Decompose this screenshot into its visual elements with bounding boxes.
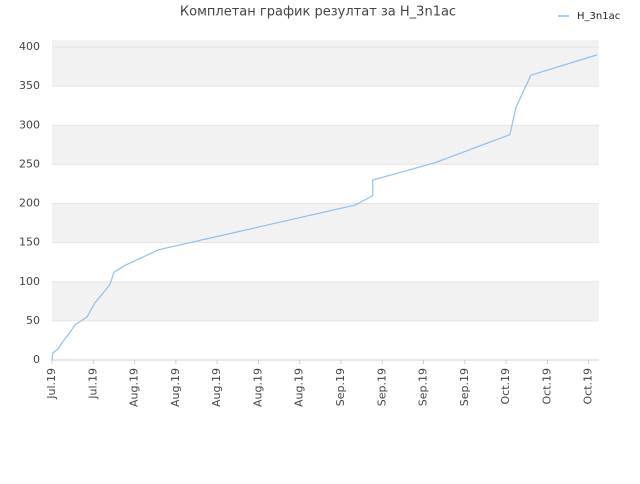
grid-band bbox=[52, 47, 599, 87]
x-tick-label: Aug.19 bbox=[251, 368, 264, 407]
x-tick-label: Aug.19 bbox=[210, 368, 223, 407]
legend-label: H_3n1ac bbox=[577, 11, 620, 22]
x-tick-label: Aug.19 bbox=[293, 368, 306, 407]
grid-band bbox=[52, 203, 599, 243]
y-tick-label: 100 bbox=[19, 275, 40, 288]
y-tick-label: 350 bbox=[19, 79, 40, 92]
x-tick-label: Sep.19 bbox=[458, 368, 471, 406]
y-tick-label: 0 bbox=[33, 353, 40, 366]
x-tick-label: Aug.19 bbox=[128, 368, 141, 407]
x-tick-label: Sep.19 bbox=[417, 368, 430, 406]
x-tick-label: Jul.19 bbox=[45, 368, 58, 400]
y-tick-label: 250 bbox=[19, 157, 40, 170]
x-tick-label: Sep.19 bbox=[375, 368, 388, 406]
y-tick-label: 300 bbox=[19, 118, 40, 131]
x-tick-label: Oct.19 bbox=[499, 368, 512, 405]
y-tick-label: 50 bbox=[26, 314, 40, 327]
x-tick-label: Jul.19 bbox=[86, 368, 99, 400]
y-tick-label: 200 bbox=[19, 197, 40, 210]
grid-band bbox=[52, 281, 599, 321]
grid-band bbox=[52, 125, 599, 165]
y-tick-label: 150 bbox=[19, 236, 40, 249]
x-tick-label: Aug.19 bbox=[169, 368, 182, 407]
chart-title: Комплетан график резултат за H_3n1ac bbox=[180, 5, 456, 20]
y-tick-label: 400 bbox=[19, 40, 40, 53]
line bbox=[51, 54, 598, 361]
x-tick-label: Oct.19 bbox=[540, 368, 553, 405]
grid-band bbox=[52, 40, 599, 48]
x-tick-label: Oct.19 bbox=[582, 368, 595, 405]
x-tick-label: Sep.19 bbox=[334, 368, 347, 406]
